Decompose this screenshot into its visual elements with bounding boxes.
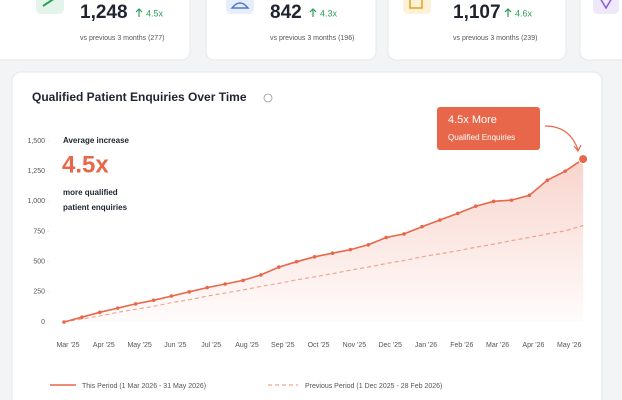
legend-label: This Period (1 Mar 2026 - 31 May 2026) <box>82 383 206 390</box>
point <box>473 204 478 208</box>
card-icon <box>403 0 431 14</box>
card <box>387 0 567 61</box>
card-value: 1,248 <box>80 2 128 23</box>
x-tick-label: Feb '26 <box>450 342 473 349</box>
annotation: more qualified <box>63 188 118 197</box>
point <box>509 198 514 202</box>
card-icon <box>226 0 254 14</box>
y-tick-label: 500 <box>33 259 45 266</box>
y-tick-label: 1,000 <box>27 198 45 205</box>
point <box>62 320 66 324</box>
point <box>384 235 389 240</box>
card-change: 4.6x <box>515 8 533 18</box>
x-tick-label: Aug '25 <box>235 342 259 349</box>
callout <box>437 107 540 150</box>
x-tick-label: Mar '26 <box>486 342 509 349</box>
x-tick-label: Mar '25 <box>56 342 79 349</box>
point <box>259 273 263 277</box>
up-arrow <box>135 8 143 17</box>
point <box>491 199 496 204</box>
icon-glyph <box>42 0 54 7</box>
card-change: 4.3x <box>320 8 338 18</box>
point <box>98 310 102 315</box>
icon-glyph <box>409 0 423 9</box>
area <box>64 159 584 322</box>
annotation: Average increase <box>63 136 130 145</box>
x-tick-label: Apr '25 <box>93 342 115 349</box>
y-tick-label: 750 <box>33 228 45 235</box>
y-tick-label: 1,500 <box>27 138 45 145</box>
point <box>223 282 227 286</box>
point <box>169 294 174 298</box>
point <box>563 169 567 173</box>
x-tick-label: Nov '25 <box>343 342 367 349</box>
callout-arrow <box>544 125 582 153</box>
y-tick-label: 250 <box>33 289 45 296</box>
x-tick-label: May '25 <box>127 342 151 349</box>
card-note: vs previous 3 months (196) <box>270 35 354 42</box>
help-icon[interactable] <box>263 93 273 103</box>
card <box>205 0 377 61</box>
point <box>438 218 442 222</box>
point <box>348 247 353 252</box>
card-note: vs previous 3 months (277) <box>80 35 164 42</box>
x-tick-label: Jun '25 <box>164 342 186 349</box>
annotation: 4.5x <box>62 151 109 178</box>
callout-text: Qualified Enquiries <box>448 133 515 142</box>
x-tick-label: May '26 <box>557 342 581 349</box>
callout-text: 4.5x More <box>448 114 497 126</box>
x-tick-label: Dec '25 <box>378 342 402 349</box>
card <box>0 0 191 61</box>
card-value: 1,107 <box>453 2 501 23</box>
x-tick-label: Jan '26 <box>415 342 437 349</box>
point <box>151 298 156 303</box>
point <box>115 306 120 310</box>
point <box>294 259 299 264</box>
legend-label: Previous Period (1 Dec 2025 - 28 Feb 202… <box>305 383 442 390</box>
point <box>241 278 245 283</box>
point <box>277 265 281 269</box>
point <box>366 242 371 247</box>
point <box>133 302 138 306</box>
point <box>205 285 209 290</box>
point <box>420 224 424 229</box>
icon-glyph <box>600 0 612 10</box>
up-arrow <box>309 8 317 17</box>
point <box>545 178 550 183</box>
icon-glyph <box>230 2 250 9</box>
y-tick-label: 1,250 <box>27 168 45 175</box>
point <box>527 193 532 198</box>
x-tick-label: Jul '25 <box>201 342 221 349</box>
point <box>402 232 406 236</box>
point <box>456 211 460 216</box>
x-tick-label: Apr '26 <box>522 342 544 349</box>
point <box>578 154 589 165</box>
x-tick-label: Oct '25 <box>308 342 330 349</box>
annotation: patient enquiries <box>63 203 128 212</box>
card-note: vs previous 3 months (239) <box>453 35 537 42</box>
point <box>330 251 335 256</box>
line <box>63 158 584 323</box>
chart-title: Qualified Patient Enquiries Over Time <box>32 90 247 104</box>
point <box>80 315 84 319</box>
up-arrow <box>504 8 512 17</box>
card-change: 4.5x <box>146 8 164 18</box>
card-value: 842 <box>270 2 302 23</box>
point <box>187 290 192 294</box>
point <box>312 255 317 259</box>
y-tick-label: 0 <box>41 319 45 326</box>
card <box>579 0 622 61</box>
card-icon <box>36 0 64 14</box>
x-tick-label: Sep '25 <box>271 342 295 349</box>
